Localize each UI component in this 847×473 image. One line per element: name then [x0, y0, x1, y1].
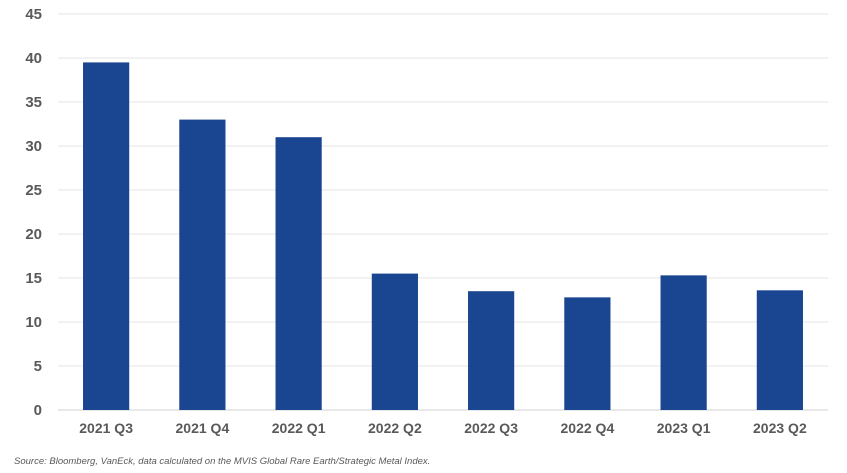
bar	[468, 291, 515, 410]
bar	[564, 297, 611, 410]
y-tick-label: 15	[25, 270, 42, 287]
y-tick-label: 10	[25, 314, 42, 331]
y-tick-label: 30	[25, 138, 42, 155]
y-tick-label: 40	[25, 50, 42, 67]
x-tick-label: 2021 Q4	[176, 420, 230, 436]
x-tick-label: 2022 Q3	[464, 420, 518, 436]
bar	[756, 290, 803, 410]
bar-chart: 0 5 10 15 20 25 30 35 40 45 2021 Q3 2021 Q4 2022 Q1 2…	[25, 6, 828, 436]
x-tick-label: 2023 Q2	[753, 420, 807, 436]
bar	[275, 137, 322, 410]
chart-area: 0 5 10 15 20 25 30 35 40 45 2021 Q3 2021 Q4 2022 Q1 2…	[25, 6, 828, 436]
y-tick-label: 25	[25, 182, 42, 199]
bar	[179, 119, 226, 410]
y-tick-label: 0	[34, 402, 42, 419]
bar	[660, 275, 707, 410]
y-tick-label: 5	[34, 358, 42, 375]
y-tick-label: 35	[25, 94, 42, 111]
x-tick-label: 2022 Q4	[561, 420, 615, 436]
y-tick-label: 45	[25, 6, 42, 23]
x-tick-label: 2022 Q1	[272, 420, 326, 436]
x-tick-label: 2022 Q2	[368, 420, 422, 436]
x-tick-label: 2021 Q3	[79, 420, 133, 436]
bar	[371, 273, 418, 410]
bar	[83, 62, 130, 411]
source-note: Source: Bloomberg, VanEck, data calculat…	[14, 456, 431, 467]
x-tick-label: 2023 Q1	[657, 420, 711, 436]
y-tick-label: 20	[25, 226, 42, 243]
